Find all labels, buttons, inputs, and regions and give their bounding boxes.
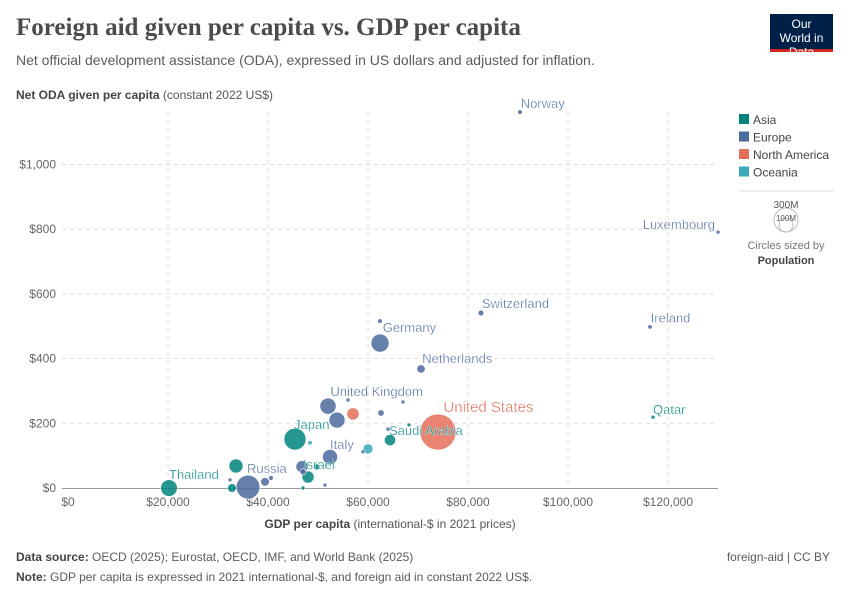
point-japan[interactable] — [283, 427, 307, 451]
point-country[interactable] — [377, 409, 385, 417]
x-axis-label: GDP per capita (international-$ in 2021 … — [264, 517, 515, 531]
point-label: Switzerland — [482, 296, 549, 311]
y-tick-label: $400 — [29, 352, 56, 366]
point-country[interactable] — [345, 397, 351, 403]
point-netherlands[interactable] — [416, 364, 426, 374]
point-qatar[interactable] — [650, 414, 656, 420]
point-country[interactable] — [322, 482, 328, 488]
point-label: Ireland — [651, 311, 691, 326]
point-country[interactable] — [260, 477, 270, 487]
size-legend-text: 300M — [773, 200, 798, 211]
legend-item[interactable]: Europe — [753, 131, 792, 145]
point-russia[interactable] — [235, 474, 261, 500]
note: Note: GDP per capita is expressed in 202… — [16, 570, 533, 584]
size-legend-small — [778, 217, 794, 233]
point-label: Saudi Arabia — [389, 423, 463, 438]
legend-swatch — [739, 166, 749, 177]
point-switzerland[interactable] — [477, 309, 485, 317]
x-tick-label: $120,000 — [643, 495, 693, 509]
point-country[interactable] — [299, 468, 307, 476]
point-united-kingdom[interactable] — [319, 397, 337, 415]
point-country[interactable] — [228, 458, 244, 474]
size-legend-text: Population — [758, 255, 815, 267]
point-country[interactable] — [328, 411, 346, 429]
y-axis-label: Net ODA given per capita (constant 2022 … — [16, 88, 273, 102]
point-ireland[interactable] — [647, 324, 653, 330]
point-country[interactable] — [268, 475, 274, 481]
chart-subtitle: Net official development assistance (ODA… — [16, 52, 595, 68]
x-tick-label: $80,000 — [446, 495, 490, 509]
legend-item[interactable]: North America — [753, 148, 829, 162]
data-source: Data source: OECD (2025); Eurostat, OECD… — [16, 550, 414, 564]
point-norway[interactable] — [517, 109, 523, 115]
point-label: Luxembourg — [643, 217, 715, 232]
point-germany[interactable] — [370, 333, 390, 353]
point-country[interactable] — [307, 440, 313, 446]
x-tick-label: $0 — [61, 495, 75, 509]
legend-swatch — [739, 149, 749, 159]
point-country[interactable] — [400, 399, 406, 405]
license[interactable]: foreign-aid | CC BY — [726, 550, 830, 564]
point-label: Qatar — [653, 402, 686, 417]
point-country[interactable] — [385, 426, 391, 432]
legend-item[interactable]: Asia — [753, 113, 777, 127]
y-tick-label: $0 — [43, 481, 57, 495]
point-luxembourg[interactable] — [715, 229, 721, 235]
size-legend-text: 100M — [776, 214, 796, 223]
point-label: Norway — [521, 96, 566, 111]
x-tick-label: $60,000 — [346, 495, 390, 509]
point-label: Netherlands — [422, 351, 493, 366]
size-legend-text: Circles sized by — [747, 240, 825, 252]
point-label: United States — [443, 399, 533, 416]
point-label: Israel — [303, 457, 335, 472]
legend-swatch — [739, 131, 749, 142]
point-country[interactable] — [300, 485, 306, 491]
point-country[interactable] — [362, 443, 374, 455]
point-label: United Kingdom — [330, 384, 423, 399]
point-label: Italy — [330, 437, 354, 452]
point-saudi-arabia[interactable] — [384, 434, 396, 447]
point-thailand[interactable] — [160, 479, 178, 497]
owid-logo[interactable]: Our World in Data — [770, 14, 833, 59]
point-italy[interactable] — [322, 449, 338, 465]
point-country[interactable] — [377, 318, 383, 324]
point-country[interactable] — [227, 483, 237, 493]
point-country[interactable] — [360, 449, 366, 455]
point-country[interactable] — [227, 477, 233, 483]
chart-title: Foreign aid given per capita vs. GDP per… — [16, 14, 521, 41]
x-tick-label: $100,000 — [543, 495, 593, 509]
legend-swatch — [739, 114, 749, 124]
legend-item[interactable]: Oceania — [753, 166, 798, 180]
x-tick-label: $40,000 — [246, 495, 290, 509]
point-label: Japan — [294, 417, 329, 432]
y-tick-label: $200 — [29, 416, 56, 430]
y-tick-label: $800 — [29, 222, 56, 236]
point-united-states[interactable] — [419, 413, 457, 451]
logo-text: Our World in Data — [779, 17, 824, 59]
point-country[interactable] — [406, 422, 412, 428]
x-tick-label: $20,000 — [146, 495, 190, 509]
point-label: Thailand — [169, 467, 219, 482]
point-label: Russia — [247, 461, 288, 476]
point-label: Germany — [383, 320, 437, 335]
point-country[interactable] — [346, 407, 360, 421]
y-tick-label: $600 — [29, 287, 56, 301]
point-israel[interactable] — [313, 463, 321, 471]
y-tick-label: $1,000 — [19, 158, 56, 172]
